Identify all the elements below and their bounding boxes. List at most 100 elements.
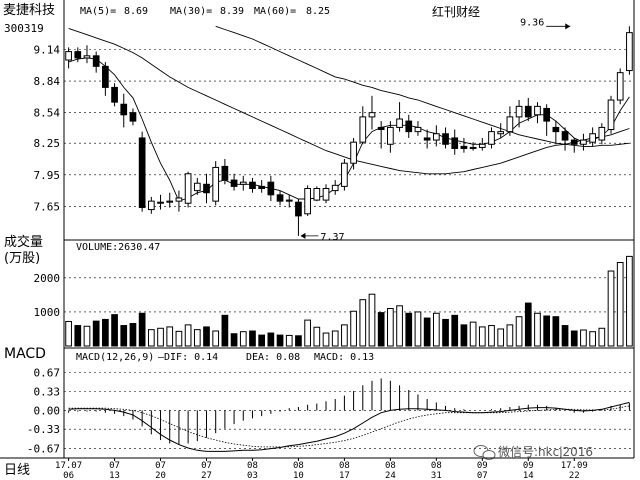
candle-body-up <box>506 116 514 133</box>
x-tick-month: 08 <box>385 461 396 471</box>
candle-body-up <box>396 118 403 128</box>
x-tick-day: 07 <box>477 471 488 480</box>
candle-body-up <box>65 51 72 61</box>
candle <box>295 199 302 236</box>
candle <box>239 175 247 191</box>
volume-bar <box>258 334 266 347</box>
candle <box>432 125 440 147</box>
candle-body-up <box>432 133 440 141</box>
candle <box>626 26 633 75</box>
candle <box>212 161 220 206</box>
volume-bar <box>83 325 91 347</box>
volume-bar <box>138 312 146 347</box>
candle <box>561 127 569 151</box>
x-tick-month: 08 <box>339 461 350 471</box>
ma-line-60 <box>215 25 630 147</box>
price-tick-label: 8.84 <box>34 75 61 88</box>
stock-code: 300319 <box>4 22 44 35</box>
low-arrow-head <box>300 232 306 239</box>
wechat-icon <box>473 445 496 460</box>
candle-body-down <box>295 201 302 217</box>
x-tick-day: 14 <box>523 471 534 480</box>
candle <box>92 51 100 73</box>
volume-bar <box>295 335 302 347</box>
candle <box>423 129 431 149</box>
volume-title: 成交量 <box>4 234 43 250</box>
candle-body-up <box>331 184 339 192</box>
volume-bar <box>387 308 394 347</box>
candle-body-up <box>607 99 615 131</box>
dif-label: —DIF: 0.14 <box>158 352 218 363</box>
candle-body-up <box>488 131 495 145</box>
volume-bar <box>469 321 477 347</box>
candle <box>147 196 155 214</box>
ma-line-5 <box>68 57 630 202</box>
candle-body-up <box>534 105 541 116</box>
x-tick-month: 17.09 <box>561 461 588 471</box>
volume-bar <box>203 326 210 347</box>
candle-body-down <box>377 126 385 131</box>
macd-tick-label: 0.67 <box>34 366 61 379</box>
volume-bar <box>92 320 100 347</box>
volume-bar <box>74 325 82 347</box>
candle-body-down <box>276 194 284 202</box>
candle <box>285 194 293 208</box>
candle-body-down <box>552 126 560 133</box>
candle-body-down <box>111 86 118 103</box>
volume-bar <box>193 329 201 347</box>
candle <box>377 121 385 149</box>
low-price-label: 7.37 <box>320 232 344 243</box>
volume-bar <box>534 312 541 347</box>
volume-bar <box>589 331 596 347</box>
candle <box>322 184 330 204</box>
candle-body-down <box>258 185 266 190</box>
volume-bar <box>442 318 449 347</box>
volume-tick-label: 1000 <box>34 306 61 319</box>
candle <box>313 186 321 202</box>
x-tick-month: 09 <box>477 461 488 471</box>
candle <box>506 106 514 136</box>
candle <box>451 129 459 155</box>
x-tick-day: 10 <box>293 471 304 480</box>
x-tick-day: 13 <box>109 471 120 480</box>
volume-bar <box>285 334 293 347</box>
candle <box>396 102 403 132</box>
candle-body-up <box>626 32 633 72</box>
candle-body-up <box>478 143 486 148</box>
candle <box>157 194 164 210</box>
candle <box>570 137 578 153</box>
candle <box>543 104 551 136</box>
volume-bar <box>359 299 367 347</box>
high-arrow-head <box>565 23 571 30</box>
candle-body-up <box>598 126 606 141</box>
candle-body-up <box>580 139 587 145</box>
candle-body-up <box>414 126 422 133</box>
x-tick-month: 07 <box>201 461 212 471</box>
ma5-value: 8.69 <box>124 6 148 17</box>
volume-bar <box>616 262 624 347</box>
candle <box>524 97 532 122</box>
volume-bar <box>230 333 238 347</box>
x-tick-month: 07 <box>109 461 120 471</box>
volume-bar <box>552 316 560 347</box>
high-price-label: 9.36 <box>520 17 544 28</box>
volume-bar <box>451 314 459 347</box>
candle-body-up <box>175 197 183 202</box>
ma-line-30 <box>68 27 630 175</box>
candle <box>469 142 477 151</box>
volume-bar <box>350 310 357 347</box>
ma60-value: 8.25 <box>306 6 330 17</box>
candle-body-down <box>460 145 468 149</box>
candle-body-down <box>451 137 459 149</box>
candle-body-up <box>239 181 247 185</box>
volume-bar <box>414 311 422 347</box>
candle <box>276 190 284 206</box>
dea-line <box>68 405 630 448</box>
volume-bar <box>166 326 174 347</box>
candle-body-down <box>138 137 146 208</box>
candle-body-down <box>102 65 109 88</box>
candle <box>497 123 505 138</box>
volume-bar <box>377 312 385 347</box>
volume-bar <box>515 316 523 347</box>
